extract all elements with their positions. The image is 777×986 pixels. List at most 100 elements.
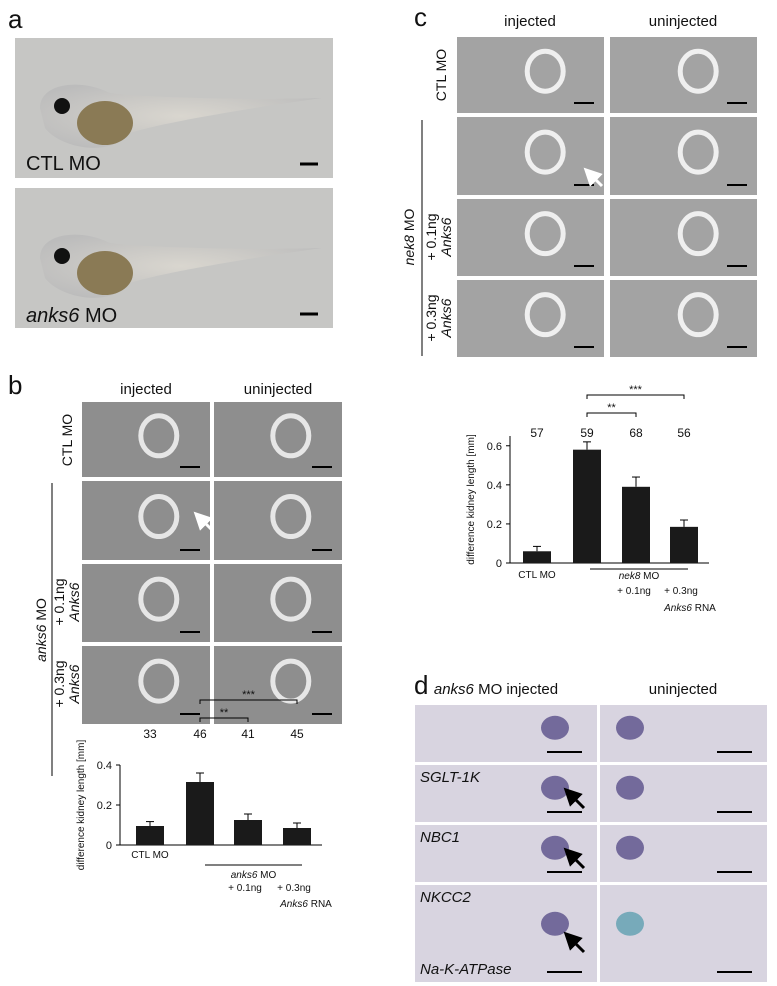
significance-bracket: [199, 699, 298, 704]
row-label: Anks6: [438, 298, 454, 338]
label-part: Anks6: [663, 603, 692, 614]
x-tick-label: CTL MO: [518, 570, 556, 581]
row-label: CTL MO: [433, 49, 449, 101]
row-label: anks6 MO: [33, 598, 49, 662]
y-tick-label: 0.4: [487, 480, 502, 492]
panel-label: c: [414, 2, 427, 32]
row-label: Anks6: [66, 664, 82, 704]
kidney: [677, 129, 719, 175]
n-label: 57: [530, 426, 544, 440]
label-part: nek8: [401, 235, 417, 266]
significance-label: ***: [242, 689, 256, 701]
row-label: + 0.1ng: [423, 213, 439, 260]
row-label: + 0.1ng: [51, 578, 67, 625]
kidney: [138, 413, 180, 459]
photo-label: CTL MO: [26, 153, 101, 175]
bar: [234, 820, 262, 845]
kidney: [138, 494, 180, 540]
panel-label: d: [414, 670, 428, 700]
n-label: 41: [241, 727, 255, 741]
label-part: MO injected: [478, 681, 558, 698]
bar: [136, 826, 164, 845]
group-label: nek8 MO: [619, 571, 660, 582]
kidney: [270, 658, 312, 704]
significance-label: **: [607, 402, 616, 414]
row-label: Anks6: [438, 217, 454, 257]
dose-label: + 0.1ng: [228, 883, 262, 894]
photo: [457, 280, 604, 357]
dose-label: + 0.3ng: [277, 883, 311, 894]
photo: [214, 402, 342, 477]
stain: [541, 715, 569, 740]
kidney: [138, 658, 180, 704]
n-label: 33: [143, 727, 157, 741]
column-header: injected: [120, 381, 172, 398]
gene-label: Na-K-ATPase: [420, 961, 511, 978]
arrow: [563, 847, 586, 870]
bar: [622, 486, 650, 563]
photo: [457, 199, 604, 276]
panel-label: a: [8, 4, 23, 34]
column-header: anks6 MO injected: [434, 681, 558, 698]
significance-label: **: [220, 707, 229, 719]
n-label: 68: [629, 426, 643, 440]
arrow: [563, 931, 586, 954]
photo: [610, 280, 757, 357]
kidney: [270, 413, 312, 459]
label-part: anks6: [26, 305, 80, 327]
y-tick-label: 0.2: [97, 800, 112, 812]
column-header: uninjected: [649, 13, 717, 30]
arrow: [563, 787, 586, 810]
label-part: MO: [33, 598, 49, 621]
kidney: [677, 211, 719, 257]
photo: [82, 564, 210, 642]
kidney: [677, 292, 719, 338]
stain: [541, 835, 569, 860]
kidney: [524, 292, 566, 338]
eye: [54, 248, 70, 264]
kidney: [270, 576, 312, 622]
bar: [283, 828, 311, 845]
significance-label: ***: [629, 384, 643, 396]
n-label: 56: [677, 426, 691, 440]
label-part: nek8: [619, 571, 641, 582]
gene-label: NBC1: [420, 829, 460, 846]
y-tick-label: 0.6: [487, 441, 502, 453]
gene-label: SGLT-1K: [420, 769, 481, 786]
label-part: anks6: [434, 681, 475, 698]
row-label: nek8 MO: [401, 208, 417, 265]
photo: [610, 117, 757, 195]
n-label: 59: [580, 426, 594, 440]
photo: [415, 705, 597, 762]
dose-label: + 0.1ng: [617, 586, 651, 597]
y-tick-label: 0.4: [97, 760, 112, 772]
gene-label: NKCC2: [420, 889, 472, 906]
label-part: MO: [260, 870, 276, 881]
photo-label: anks6 MO: [26, 305, 117, 327]
significance-bracket: [586, 394, 685, 399]
stain: [616, 775, 644, 800]
significance-bracket: [586, 412, 637, 417]
label-part: RNA: [311, 899, 332, 910]
eye: [54, 98, 70, 114]
stain: [616, 715, 644, 740]
label-part: anks6: [33, 624, 49, 662]
stain: [541, 911, 569, 936]
label-part: MO: [85, 305, 117, 327]
column-header: uninjected: [244, 381, 312, 398]
photo: [214, 646, 342, 724]
stain: [541, 775, 569, 800]
kidney: [270, 494, 312, 540]
photo: [82, 402, 210, 477]
n-label: 46: [193, 727, 207, 741]
rna-label: Anks6 RNA: [663, 603, 716, 614]
label-part: Anks6: [279, 899, 308, 910]
panel-label: b: [8, 370, 22, 400]
photos: [15, 37, 767, 982]
photo: [82, 481, 210, 560]
row-label: + 0.3ng: [51, 660, 67, 707]
y-axis-label: difference kidney length [mm]: [466, 434, 477, 565]
yolk: [77, 251, 133, 295]
